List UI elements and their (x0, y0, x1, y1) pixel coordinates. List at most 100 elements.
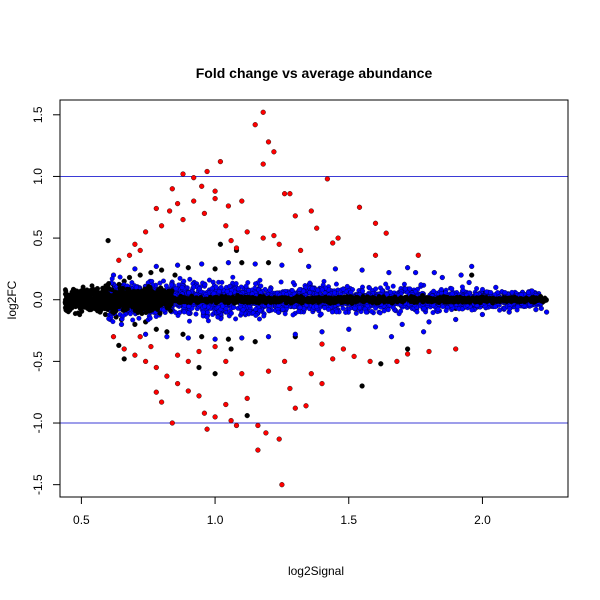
data-point (438, 287, 444, 292)
data-point (199, 261, 205, 267)
data-point (265, 334, 272, 340)
data-point (315, 287, 321, 293)
data-point (385, 307, 391, 313)
data-point (218, 284, 224, 290)
data-point (99, 297, 105, 303)
data-point (105, 238, 111, 244)
data-point (137, 334, 143, 340)
data-point (202, 282, 208, 288)
data-point (390, 283, 396, 289)
data-point (449, 286, 455, 292)
data-point (62, 287, 68, 293)
data-point (146, 284, 152, 289)
data-point (398, 308, 404, 314)
data-point (319, 381, 325, 387)
data-point (167, 208, 173, 214)
data-point (64, 297, 70, 303)
data-point (217, 159, 224, 165)
data-point (493, 284, 499, 291)
data-point (399, 321, 405, 328)
data-point (121, 346, 127, 352)
data-point (298, 247, 304, 254)
data-point (132, 352, 138, 358)
data-point (77, 312, 83, 318)
data-point (106, 316, 112, 322)
data-point (253, 312, 259, 318)
data-point (260, 161, 266, 167)
data-point (372, 220, 379, 226)
data-point (497, 307, 503, 313)
data-point (532, 296, 538, 302)
data-point (346, 296, 352, 302)
data-point (372, 252, 379, 258)
data-point (280, 306, 286, 312)
data-point (118, 321, 125, 328)
data-point (132, 241, 138, 247)
data-point (328, 295, 334, 301)
data-point (279, 482, 285, 488)
data-point (205, 310, 210, 315)
data-point (239, 371, 245, 377)
data-point (86, 298, 92, 304)
data-point (383, 281, 389, 287)
data-point (158, 285, 164, 291)
data-point (524, 297, 530, 303)
data-point (180, 217, 186, 223)
data-point (282, 311, 288, 317)
x-tick-label: 1.0 (207, 513, 224, 527)
data-point (265, 139, 272, 145)
data-point (212, 188, 218, 194)
y-tick-label: 1.0 (31, 168, 45, 185)
data-point (319, 329, 325, 335)
data-point (239, 260, 245, 266)
data-point (307, 290, 313, 296)
data-point (480, 297, 486, 303)
data-point (311, 298, 317, 304)
data-point (258, 283, 264, 289)
data-point (433, 297, 439, 302)
data-point (163, 283, 169, 289)
data-point (515, 304, 521, 310)
data-point (317, 297, 323, 303)
data-point (89, 283, 95, 289)
data-point (287, 191, 293, 197)
data-point (405, 346, 411, 352)
data-point (265, 260, 272, 266)
data-point (356, 204, 363, 210)
data-point (108, 295, 114, 301)
data-point (271, 149, 277, 155)
data-point (367, 296, 373, 302)
data-point (143, 358, 149, 365)
data-point (276, 436, 282, 442)
data-point (415, 252, 421, 258)
data-point (332, 290, 337, 296)
data-point (79, 301, 85, 307)
y-axis-label: log2FC (5, 280, 19, 319)
data-point (224, 288, 230, 294)
y-tick-label: -1.5 (31, 474, 45, 495)
data-point (275, 309, 281, 315)
data-point (480, 286, 485, 292)
data-point (197, 296, 203, 302)
data-point (243, 283, 249, 289)
data-point (340, 346, 347, 352)
data-point (472, 296, 478, 302)
data-point (279, 262, 285, 268)
data-point (162, 301, 168, 307)
data-point (169, 420, 175, 426)
data-point (439, 296, 445, 301)
data-point (324, 176, 331, 182)
data-point (271, 233, 277, 239)
data-point (191, 175, 197, 181)
data-point (139, 288, 145, 294)
data-point (280, 295, 286, 301)
data-point (140, 293, 146, 298)
data-point (381, 299, 387, 304)
data-point (450, 297, 456, 302)
data-point (449, 291, 455, 297)
data-point (292, 405, 298, 411)
data-point (223, 401, 229, 408)
data-point (219, 279, 225, 285)
data-point (120, 313, 126, 319)
